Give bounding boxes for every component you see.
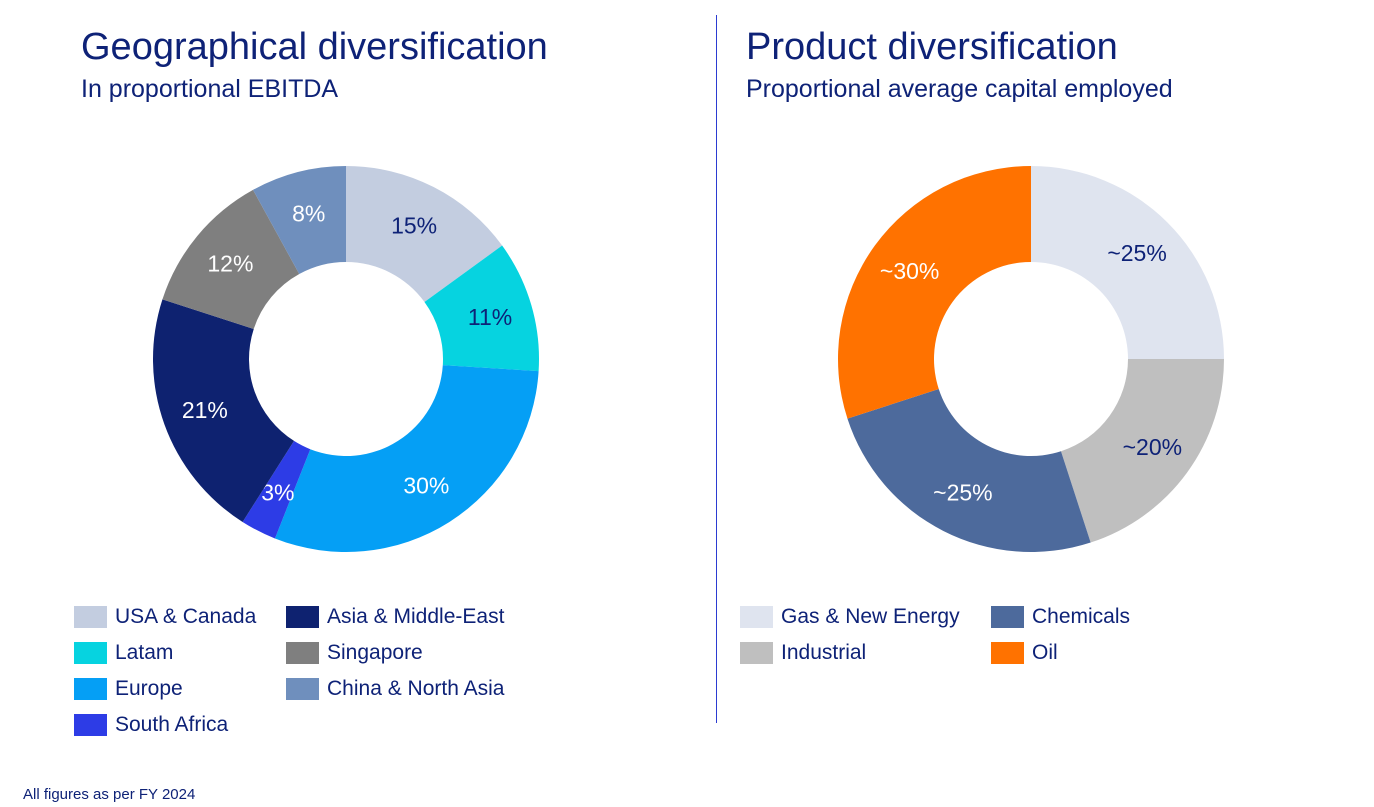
- product-slice-chemicals: [847, 388, 1091, 552]
- geo-legend-swatch-europe: [74, 678, 107, 700]
- product-legend-item-industrial: Industrial: [740, 641, 866, 665]
- product-legend-swatch-oil: [991, 642, 1024, 664]
- geo-slice-asia-middle-east: [153, 299, 295, 522]
- product-legend-item-chemicals: Chemicals: [991, 605, 1130, 629]
- product-legend-label-oil: Oil: [1032, 641, 1058, 664]
- geo-legend-item-south-africa: South Africa: [74, 713, 228, 737]
- geo-label-south-africa: 3%: [261, 480, 294, 506]
- geo-label-asia-middle-east: 21%: [182, 397, 228, 423]
- product-label-oil: ~30%: [880, 258, 939, 284]
- product-slice-oil: [838, 166, 1031, 419]
- product-legend-label-chemicals: Chemicals: [1032, 605, 1131, 628]
- geo-legend-label-asia-middle-east: Asia & Middle-East: [327, 605, 505, 628]
- footnote: All figures as per FY 2024: [23, 786, 196, 803]
- geo-donut-chart: 15% 11% 30% 3% 21% 12% 8%: [153, 166, 539, 552]
- product-chart-title: Product diversification: [746, 26, 1118, 68]
- product-legend-item-oil: Oil: [991, 641, 1058, 665]
- geo-slice-usa-canada: [346, 166, 503, 302]
- geo-slice-latam: [424, 245, 539, 372]
- geo-label-europe: 30%: [403, 473, 449, 499]
- geo-chart-title: Geographical diversification: [81, 26, 548, 68]
- geo-label-usa-canada: 15%: [391, 212, 437, 238]
- product-label-gas-new-energy: ~25%: [1107, 240, 1166, 266]
- product-slice-gas-new-energy: [1031, 166, 1224, 359]
- geo-legend-item-usa-canada: USA & Canada: [74, 605, 256, 629]
- geo-legend-item-latam: Latam: [74, 641, 173, 665]
- geo-slice-china-north-asia: [253, 166, 346, 274]
- geo-legend-label-usa-canada: USA & Canada: [115, 605, 257, 628]
- geo-legend-swatch-south-africa: [74, 714, 107, 736]
- geo-legend-label-china-north-asia: China & North Asia: [327, 677, 505, 700]
- geo-legend-item-europe: Europe: [74, 677, 183, 701]
- product-chart-subtitle: Proportional average capital employed: [746, 75, 1173, 103]
- geo-legend-label-latam: Latam: [115, 641, 174, 664]
- geo-label-singapore: 12%: [207, 250, 253, 276]
- product-legend-swatch-industrial: [740, 642, 773, 664]
- geo-legend-swatch-asia-middle-east: [286, 606, 319, 628]
- product-label-industrial: ~20%: [1123, 434, 1182, 460]
- geo-legend-item-singapore: Singapore: [286, 641, 423, 665]
- geo-slice-europe: [274, 365, 539, 552]
- geo-legend-swatch-latam: [74, 642, 107, 664]
- geo-label-latam: 11%: [468, 304, 512, 330]
- geo-legend-label-singapore: Singapore: [327, 641, 423, 664]
- geo-legend-item-asia-middle-east: Asia & Middle-East: [286, 605, 504, 629]
- product-legend-item-gas-new-energy: Gas & New Energy: [740, 605, 960, 629]
- geo-legend-swatch-usa-canada: [74, 606, 107, 628]
- geo-label-china-north-asia: 8%: [292, 201, 325, 227]
- geo-slice-singapore: [162, 189, 300, 330]
- geo-chart-subtitle: In proportional EBITDA: [81, 75, 339, 103]
- geo-legend-label-south-africa: South Africa: [115, 713, 229, 736]
- product-legend-label-industrial: Industrial: [781, 641, 867, 664]
- geo-legend-swatch-china-north-asia: [286, 678, 319, 700]
- geo-legend-label-europe: Europe: [115, 677, 183, 700]
- geo-legend-item-china-north-asia: China & North Asia: [286, 677, 504, 701]
- product-legend-swatch-gas-new-energy: [740, 606, 773, 628]
- panel-divider: [716, 15, 717, 723]
- product-legend-label-gas-new-energy: Gas & New Energy: [781, 605, 960, 628]
- product-label-chemicals: ~25%: [933, 480, 992, 506]
- product-donut-chart: ~25% ~20% ~25% ~30%: [838, 166, 1224, 552]
- product-legend-swatch-chemicals: [991, 606, 1024, 628]
- geo-legend-swatch-singapore: [286, 642, 319, 664]
- geo-slice-south-africa: [242, 440, 311, 539]
- product-slice-industrial: [1060, 359, 1224, 543]
